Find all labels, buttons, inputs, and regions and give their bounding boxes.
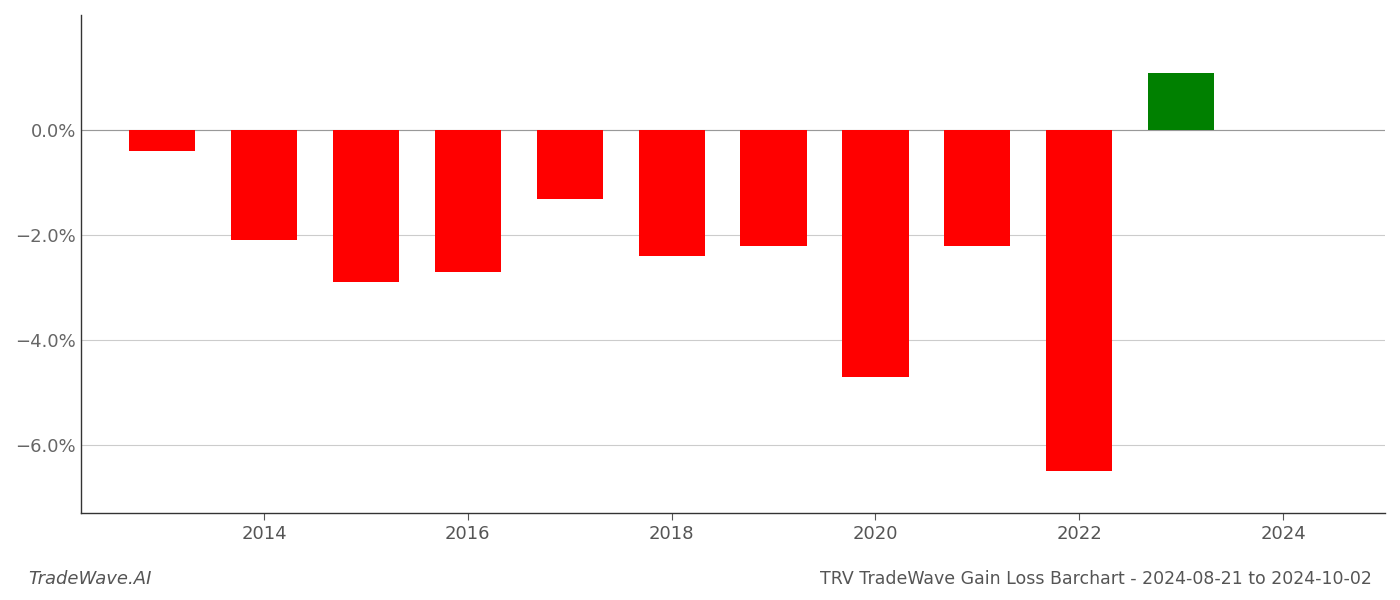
Text: TRV TradeWave Gain Loss Barchart - 2024-08-21 to 2024-10-02: TRV TradeWave Gain Loss Barchart - 2024-… bbox=[820, 570, 1372, 588]
Bar bbox=[638, 130, 704, 256]
Bar bbox=[231, 130, 297, 241]
Bar bbox=[843, 130, 909, 377]
Bar bbox=[435, 130, 501, 272]
Bar bbox=[536, 130, 603, 199]
Bar bbox=[944, 130, 1011, 246]
Bar bbox=[741, 130, 806, 246]
Bar bbox=[129, 130, 195, 151]
Bar bbox=[1046, 130, 1113, 471]
Text: TradeWave.AI: TradeWave.AI bbox=[28, 570, 151, 588]
Bar bbox=[1148, 73, 1214, 130]
Bar bbox=[333, 130, 399, 283]
